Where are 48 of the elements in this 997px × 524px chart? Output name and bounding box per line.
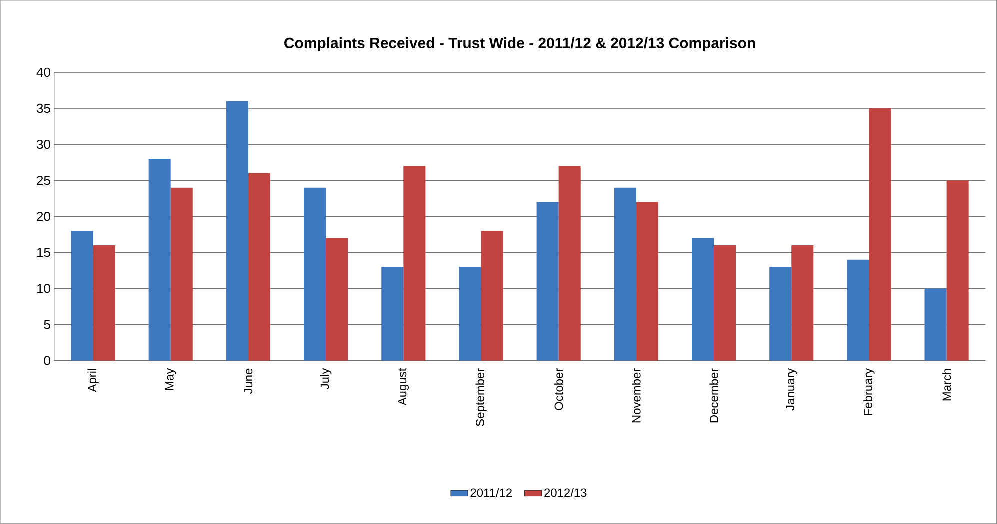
bar [304, 188, 326, 361]
bar [792, 245, 814, 361]
bar [614, 188, 636, 361]
bar [71, 230, 94, 361]
bar [946, 180, 969, 361]
legend-label: 2012/13 [544, 488, 587, 497]
x-tick-label: March [942, 368, 952, 400]
x-tick-label: September [476, 368, 487, 426]
x-tick-label: April [88, 368, 99, 392]
x-tick-label: November [632, 368, 641, 422]
legend-label: 2011/12 [470, 488, 512, 497]
x-tick-label: February [864, 368, 875, 416]
bar [404, 166, 426, 361]
bar [847, 260, 870, 361]
bar [536, 202, 559, 361]
bar [481, 230, 504, 361]
bar [326, 238, 348, 361]
y-tick-label: 0 [44, 356, 50, 366]
bar [93, 245, 116, 361]
bar [459, 266, 482, 361]
chart-title: Complaints Received - Trust Wide - 2011/12 & 2012/13 Comparison [284, 37, 756, 52]
bar [636, 202, 658, 361]
bar [924, 288, 947, 361]
y-tick-label: 10 [38, 284, 50, 294]
bar [148, 158, 171, 361]
x-tick-label: August [398, 368, 410, 406]
bar [558, 166, 581, 361]
y-tick-label: 5 [44, 320, 50, 330]
x-tick-label: May [166, 368, 176, 390]
bar [170, 188, 193, 361]
bar [770, 266, 792, 361]
bar [692, 238, 714, 361]
bar [714, 245, 736, 361]
y-tick-label: 25 [37, 176, 50, 185]
bar [382, 266, 404, 361]
y-tick-label: 20 [37, 212, 50, 222]
bar [248, 173, 270, 361]
x-tick-label: July [320, 368, 332, 390]
bar [226, 101, 248, 361]
y-tick-label: 15 [38, 248, 50, 258]
y-tick-label: 40 [36, 68, 50, 77]
x-tick-label: June [244, 368, 253, 394]
y-tick-label: 30 [37, 140, 50, 149]
bar [869, 108, 892, 361]
x-tick-label: October [554, 368, 564, 410]
y-tick-label: 35 [37, 104, 50, 113]
x-tick-label: January [786, 368, 797, 411]
x-tick-label: December [710, 368, 718, 422]
